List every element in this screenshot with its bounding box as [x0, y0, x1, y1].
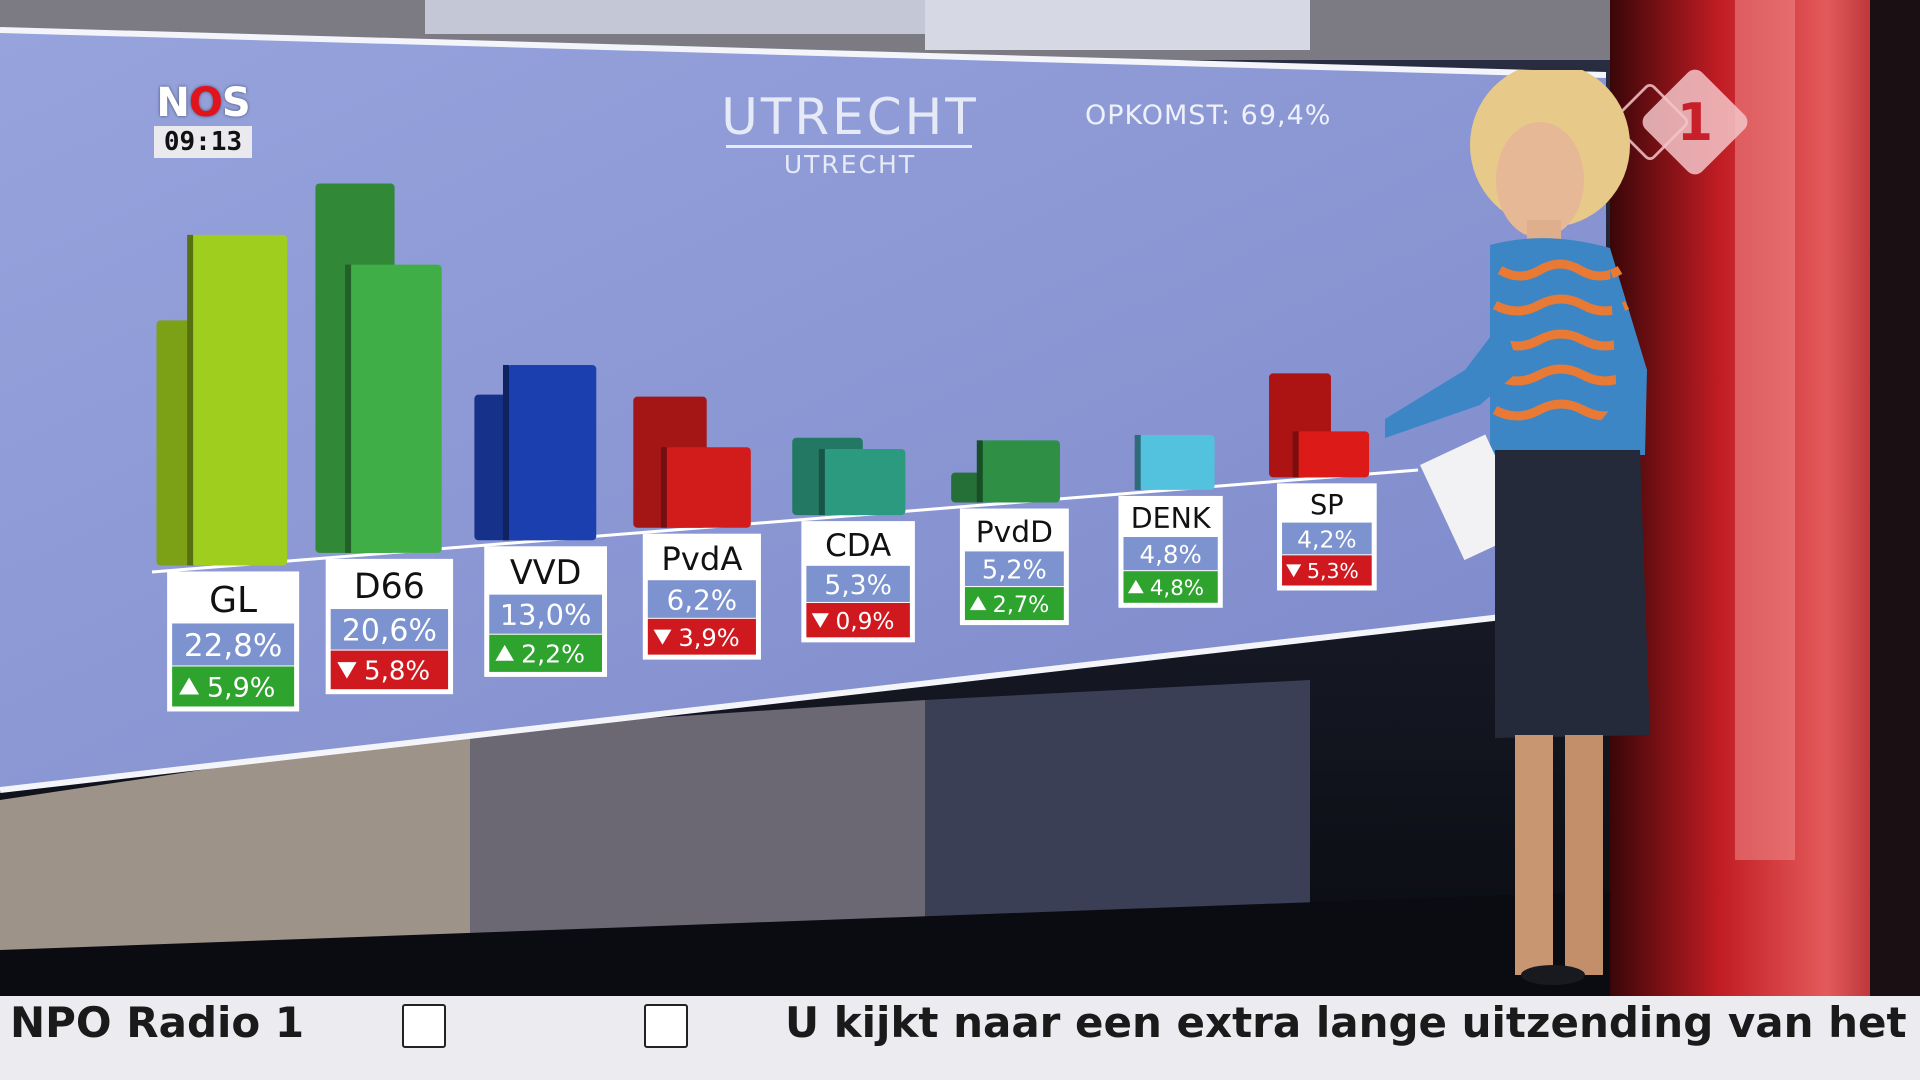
- presenter-skirt: [1495, 450, 1650, 738]
- value-box: [964, 551, 1064, 587]
- nos-wordmark: NOS: [156, 80, 250, 126]
- value-label: 5,2%: [982, 555, 1047, 585]
- presenter-face: [1496, 122, 1584, 238]
- ticker-left-text: NPO Radio 1: [10, 998, 305, 1047]
- bar-shadow-d66: [345, 264, 352, 553]
- party-label-d66: D66 20,6% 5,8%: [325, 558, 454, 695]
- ticker-badge-icon: [644, 1004, 688, 1048]
- triangle-down-icon: [337, 662, 357, 679]
- value-box: [330, 609, 449, 650]
- party-name: CDA: [825, 528, 891, 564]
- bar-shadow-pvda: [660, 447, 667, 528]
- change-label: 5,9%: [207, 673, 276, 704]
- triangle-up-icon: [969, 596, 987, 611]
- change-label: 5,3%: [1307, 559, 1359, 583]
- ticker-badge-icon: [402, 1004, 446, 1048]
- value-box: [172, 623, 295, 666]
- party-name: VVD: [510, 553, 582, 592]
- presenter-arm-right: [1590, 270, 1647, 470]
- triangle-up-icon: [495, 644, 515, 661]
- wall-bottom-edge: [0, 602, 1607, 793]
- value-box: [647, 580, 756, 618]
- ticker-bottom-strip: [0, 1050, 1920, 1080]
- presenter-blouse: [1490, 238, 1647, 455]
- triangle-up-icon: [179, 677, 200, 695]
- turnout-label: OPKOMST: 69,4%: [1085, 100, 1332, 131]
- party-name: PvdA: [661, 540, 742, 578]
- value-label: 4,2%: [1297, 525, 1356, 553]
- bar-current-denk: [1138, 434, 1215, 490]
- party-name: PvdD: [976, 515, 1053, 550]
- ceiling-light-1: [425, 0, 925, 34]
- triangle-down-icon: [811, 613, 829, 628]
- value-label: 13,0%: [500, 598, 592, 632]
- title-divider: [726, 145, 972, 148]
- bar-current-vvd: [506, 364, 597, 541]
- chart-subtitle: UTRECHT: [783, 150, 917, 179]
- change-label: 5,8%: [364, 657, 430, 687]
- presenter: [1385, 70, 1650, 985]
- party-label-denk: DENK 4,8% 4,8%: [1118, 495, 1223, 608]
- bar-current-gl: [191, 234, 288, 566]
- svg-text:1: 1: [1677, 93, 1713, 153]
- triangle-down-icon: [653, 629, 672, 645]
- bars-group: [156, 183, 1370, 566]
- npo1-logo: 1: [1612, 69, 1748, 175]
- news-ticker: NPO Radio 1 U kijkt naar een extra lange…: [0, 996, 1920, 1050]
- value-box: [1282, 522, 1372, 555]
- change-label: 0,9%: [836, 608, 895, 635]
- bar-current-pvda: [664, 447, 751, 528]
- bar-current-cda: [822, 449, 906, 516]
- bar-shadow-vvd: [502, 364, 509, 541]
- value-box: [1123, 537, 1218, 571]
- triangle-down-icon: [1286, 564, 1302, 578]
- party-name: D66: [354, 567, 425, 607]
- presenter-leg-left: [1515, 735, 1553, 975]
- party-label-vvd: VVD 13,0% 2,2%: [484, 546, 608, 677]
- broadcast-clock: 09:13: [154, 126, 252, 158]
- value-label: 5,3%: [824, 570, 892, 601]
- change-label: 2,7%: [993, 592, 1050, 618]
- presenter-shoe: [1521, 965, 1585, 985]
- bar-shadow-pvdd: [976, 440, 983, 503]
- presenter-arm: [1385, 320, 1520, 438]
- value-label: 6,2%: [667, 584, 737, 617]
- party-label-sp: SP 4,2% 5,3%: [1277, 483, 1377, 591]
- value-label: 20,6%: [342, 614, 437, 649]
- party-label-pvdd: PvdD 5,2% 2,7%: [959, 508, 1069, 626]
- value-label: 4,8%: [1140, 540, 1202, 569]
- bar-current-d66: [349, 264, 442, 553]
- bar-shadow-gl: [187, 234, 194, 566]
- party-name: GL: [209, 580, 257, 621]
- value-box: [489, 594, 603, 634]
- change-label: 4,8%: [1150, 576, 1204, 601]
- blouse-pattern: [1492, 259, 1630, 421]
- bar-shadow-denk: [1134, 434, 1141, 490]
- party-label-gl: GL 22,8% 5,9%: [167, 571, 300, 712]
- value-label: 22,8%: [184, 628, 282, 664]
- presenter-leg-right: [1565, 735, 1603, 975]
- bar-shadow-sp: [1292, 431, 1299, 478]
- floor: [0, 880, 1920, 1000]
- bar-current-pvdd: [980, 440, 1060, 503]
- party-name: SP: [1310, 490, 1344, 521]
- change-label: 3,9%: [678, 624, 739, 652]
- ceiling-light-2: [925, 0, 1310, 50]
- lower-panel-left: [0, 730, 470, 1000]
- triangle-up-icon: [1127, 579, 1144, 594]
- party-label-cda: CDA 5,3% 0,9%: [801, 521, 915, 643]
- chart-title: UTRECHT: [721, 88, 979, 146]
- change-label: 2,2%: [521, 640, 585, 669]
- bar-current-sp: [1296, 431, 1370, 478]
- bar-shadow-cda: [818, 449, 825, 516]
- labels-group: GL 22,8% 5,9% D66 20,6% 5,8% VVD 13,0% 2,2% PvdA 6…: [167, 483, 1377, 712]
- party-label-pvda: PvdA 6,2% 3,9%: [642, 533, 761, 660]
- nos-logo: NOS 09:13: [153, 82, 253, 158]
- value-box: [806, 565, 910, 602]
- ticker-right-text: U kijkt naar een extra lange uitzending …: [785, 998, 1920, 1047]
- red-pillar-inner: [1735, 0, 1795, 860]
- party-name: DENK: [1131, 502, 1212, 535]
- red-pillar-frame: [1870, 0, 1920, 996]
- wall-top-edge: [0, 27, 1607, 78]
